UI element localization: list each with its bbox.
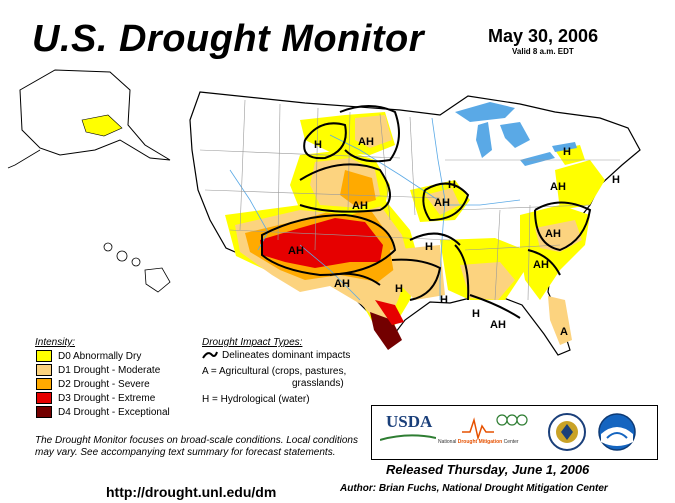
website-url[interactable]: http://drought.unl.edu/dm <box>106 484 277 500</box>
impact-label: H <box>440 294 448 306</box>
ndmc-prefix: National <box>438 439 457 445</box>
hawaii <box>103 242 171 293</box>
release-date: Released Thursday, June 1, 2006 <box>386 462 590 477</box>
impact-labels: AH H AH AH AH AH H H AH H H AH H AH A H … <box>288 136 620 338</box>
impact-label: AH <box>533 259 549 271</box>
impact-line-desc: Delineates dominant impacts <box>222 350 351 361</box>
impact-label: AH <box>352 200 368 212</box>
d1-swatch <box>36 364 52 376</box>
ndmc-highlight: Drought Mitigation <box>457 439 503 445</box>
impact-label: AH <box>434 197 450 209</box>
ndmc-suffix: Center <box>503 439 519 445</box>
impact-label: H <box>425 241 433 253</box>
impact-label: AH <box>490 319 506 331</box>
d0-swatch <box>36 350 52 362</box>
impact-label: H <box>472 308 480 320</box>
impact-label: H <box>395 283 403 295</box>
alaska <box>7 69 171 169</box>
impact-line-icon <box>202 351 218 359</box>
impact-label: AH <box>358 136 374 148</box>
impact-label: H <box>448 179 456 191</box>
legend-label: D3 Drought - Extreme <box>58 392 156 404</box>
author-credit: Author: Brian Fuchs, National Drought Mi… <box>340 483 608 494</box>
legend-label: D2 Drought - Severe <box>58 378 150 390</box>
great-lakes <box>455 102 577 166</box>
legend-item-d2: D2 Drought - Severe <box>36 378 150 390</box>
drought-map: AH H AH AH AH AH H H AH H H AH H AH A H … <box>7 69 641 356</box>
impact-label: AH <box>334 278 350 290</box>
rivers <box>229 117 521 301</box>
ndmc-text: National Drought Mitigation Center <box>438 439 519 445</box>
legend-item-d0: D0 Abnormally Dry <box>36 350 141 362</box>
legend-label: D0 Abnormally Dry <box>58 350 142 362</box>
d3-swatch <box>36 392 52 404</box>
impact-agricultural-cont: grasslands) <box>292 378 344 389</box>
disclaimer-note: The Drought Monitor focuses on broad-sca… <box>35 435 358 458</box>
legend-item-d4: D4 Drought - Exceptional <box>36 406 170 418</box>
d4-swatch <box>36 406 52 418</box>
impact-hydrological: H = Hydrological (water) <box>202 394 310 405</box>
legend-label: D4 Drought - Exceptional <box>58 406 170 418</box>
impact-title: Drought Impact Types: <box>202 337 303 348</box>
impact-label: AH <box>550 181 566 193</box>
usda-logo: USDA <box>386 412 433 431</box>
doc-seal-icon <box>548 413 586 451</box>
intensity-title: Intensity: <box>35 337 76 348</box>
legend-label: D1 Drought - Moderate <box>58 364 161 376</box>
impact-label: AH <box>288 245 304 257</box>
impact-label: AH <box>545 228 561 240</box>
map-date: May 30, 2006 <box>488 26 599 46</box>
legend-item-d1: D1 Drought - Moderate <box>36 364 160 376</box>
map-title: U.S. Drought Monitor <box>32 18 425 60</box>
impact-agricultural: A = Agricultural (crops, pastures, <box>202 366 347 377</box>
noaa-logo-icon <box>598 413 636 451</box>
d2-swatch <box>36 378 52 390</box>
impact-label: H <box>563 146 571 158</box>
impact-label: H <box>612 174 620 186</box>
legend-item-d3: D3 Drought - Extreme <box>36 392 155 404</box>
partner-logos: USDA National Drought Mitigation Center <box>371 405 658 460</box>
impact-lines <box>261 105 592 319</box>
impact-label: A <box>560 326 568 338</box>
ndmc-logo-mark <box>462 414 528 440</box>
valid-time: Valid 8 a.m. EDT <box>512 47 574 56</box>
usda-swoosh <box>380 434 436 441</box>
impact-label: H <box>314 139 322 151</box>
